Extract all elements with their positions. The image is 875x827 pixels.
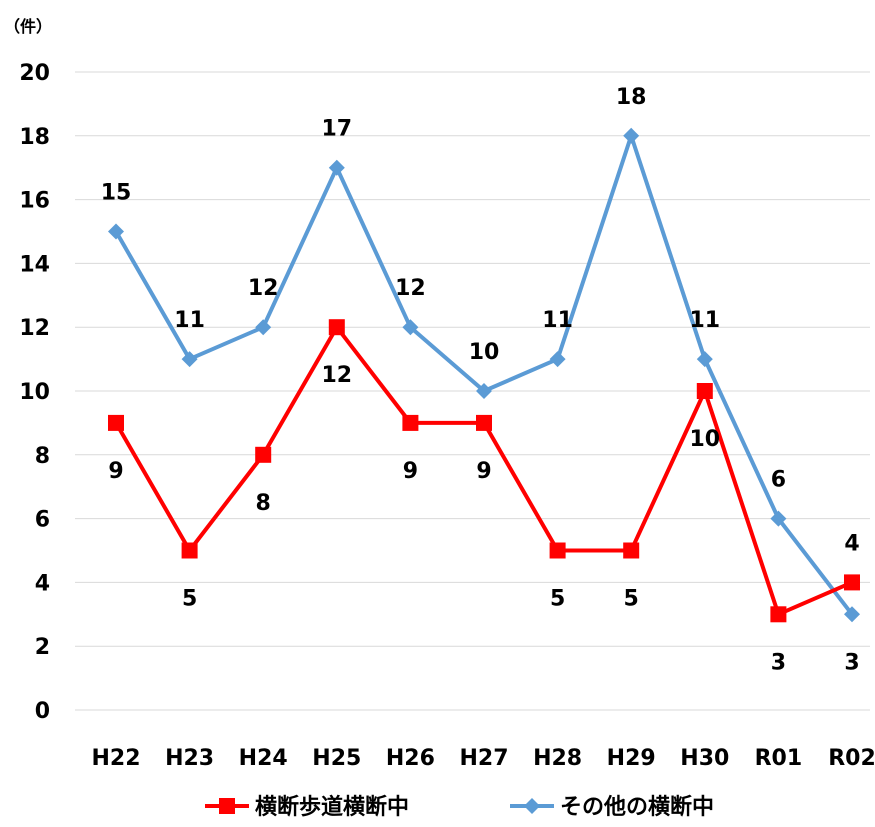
y-tick-label: 10 <box>19 380 50 405</box>
data-point <box>549 542 566 559</box>
data-point <box>623 127 640 144</box>
data-point <box>696 383 713 399</box>
data-label: 5 <box>182 587 197 612</box>
data-label: 3 <box>844 650 859 675</box>
data-label: 15 <box>101 181 132 206</box>
x-tick-label: H25 <box>312 746 361 771</box>
series-line <box>114 133 854 616</box>
x-tick-label: H22 <box>91 746 140 771</box>
data-point <box>549 351 566 368</box>
data-label: 5 <box>624 587 639 612</box>
data-point <box>328 319 345 336</box>
data-point <box>181 351 198 368</box>
data-point <box>181 542 198 559</box>
x-tick-label: H24 <box>239 746 288 771</box>
data-label: 10 <box>469 340 500 365</box>
legend-label: その他の横断中 <box>560 794 714 820</box>
x-tick-label: H29 <box>607 746 656 771</box>
x-axis: H22 H23 H24 H25 H26 H27 H28 H29 H30 R01 R02 <box>91 746 875 771</box>
x-tick-label: H30 <box>680 746 729 771</box>
data-point <box>402 414 419 431</box>
data-label: 10 <box>689 427 720 452</box>
y-tick-label: 4 <box>35 571 50 596</box>
y-tick-label: 20 <box>19 61 50 86</box>
y-tick-label: 16 <box>19 189 50 214</box>
data-point <box>770 606 787 623</box>
data-labels: 15 11 12 17 12 10 11 18 11 6 3 9 5 8 12 9 9 5 5 10 3 4 <box>101 85 860 675</box>
legend: 横断歩道横断中 その他の横断中 <box>205 794 714 820</box>
data-point <box>402 319 419 336</box>
data-point <box>623 542 640 559</box>
data-point <box>328 159 345 176</box>
legend-marker <box>524 798 540 814</box>
x-tick-label: H26 <box>386 746 435 771</box>
data-point <box>108 223 124 240</box>
data-point <box>108 414 124 431</box>
y-axis: 0 2 4 6 8 10 12 14 16 18 20 <box>19 61 50 724</box>
y-tick-label: 14 <box>19 252 50 277</box>
plot-area <box>108 127 860 623</box>
data-label: 11 <box>174 308 205 333</box>
data-label: 4 <box>844 531 859 556</box>
data-label: 11 <box>542 308 573 333</box>
x-tick-label: R02 <box>828 746 875 771</box>
data-label: 3 <box>771 650 786 675</box>
x-tick-label: H23 <box>165 746 214 771</box>
data-label: 18 <box>616 85 647 110</box>
y-tick-label: 8 <box>35 444 50 469</box>
y-tick-label: 0 <box>35 699 50 724</box>
data-label: 8 <box>256 491 271 516</box>
data-point <box>476 383 492 399</box>
gridlines <box>75 71 870 711</box>
data-label: 9 <box>403 459 418 484</box>
legend-marker <box>219 798 235 814</box>
data-label: 17 <box>321 117 352 142</box>
y-tick-label: 12 <box>19 316 50 341</box>
data-point <box>255 319 272 336</box>
x-tick-label: R01 <box>755 746 803 771</box>
data-point <box>476 414 492 431</box>
legend-label: 横断歩道横断中 <box>255 794 409 820</box>
y-tick-label: 18 <box>19 125 50 150</box>
data-label: 9 <box>476 459 491 484</box>
data-point <box>255 446 272 463</box>
x-tick-label: H28 <box>533 746 582 771</box>
data-label: 6 <box>771 468 786 493</box>
data-point <box>844 574 860 591</box>
y-unit-label: （件） <box>4 17 52 36</box>
x-tick-label: H27 <box>459 746 508 771</box>
data-label: 5 <box>550 587 565 612</box>
data-label: 9 <box>108 459 123 484</box>
data-point <box>844 606 860 623</box>
y-tick-label: 2 <box>35 635 50 660</box>
data-point <box>696 351 713 368</box>
data-label: 12 <box>321 363 352 388</box>
data-label: 11 <box>689 308 720 333</box>
data-label: 12 <box>248 276 279 301</box>
data-label: 12 <box>395 276 426 301</box>
y-tick-label: 6 <box>35 508 50 533</box>
data-point <box>770 510 787 527</box>
